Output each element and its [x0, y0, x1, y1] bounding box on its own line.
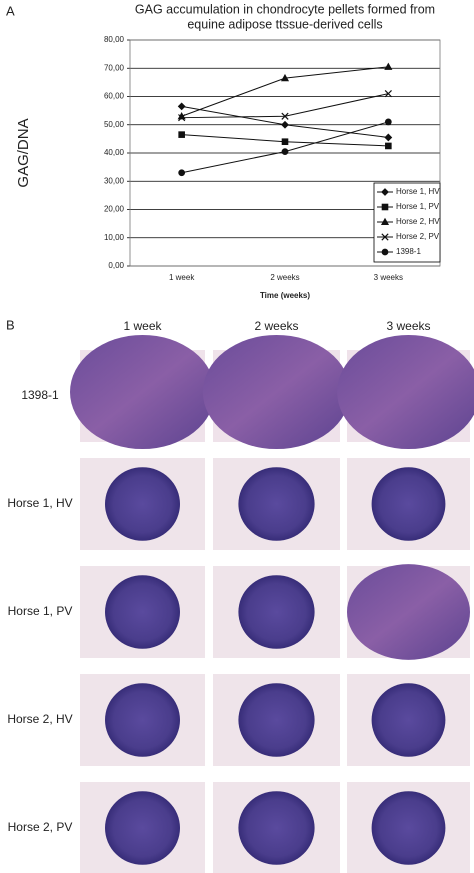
- row-label: 1398-1: [21, 388, 59, 402]
- chart-title: GAG accumulation in chondrocyte pellets …: [135, 2, 435, 16]
- pellet: [371, 467, 446, 541]
- pellet: [105, 575, 180, 649]
- pellet: [371, 791, 446, 865]
- legend-label: Horse 1, PV: [396, 202, 440, 211]
- marker: [385, 142, 392, 150]
- marker: [281, 120, 289, 129]
- panel-label: A: [6, 3, 15, 18]
- y-tick-label: 10,00: [104, 233, 125, 242]
- row-label: Horse 1, PV: [8, 604, 73, 618]
- marker: [381, 248, 389, 256]
- pellet: [371, 683, 446, 757]
- series-line: [181, 93, 389, 119]
- marker: [381, 233, 389, 241]
- marker: [178, 114, 186, 122]
- column-header: 2 weeks: [254, 319, 298, 333]
- marker: [280, 73, 290, 82]
- marker: [381, 203, 389, 211]
- row-label: Horse 2, PV: [8, 820, 73, 834]
- plot-frame: [129, 39, 441, 267]
- pellet: [105, 467, 180, 541]
- x-tick-label: 1 week: [169, 273, 195, 282]
- y-tick-label: 30,00: [104, 176, 125, 185]
- x-tick-label: 2 weeks: [270, 273, 299, 282]
- marker: [381, 188, 389, 196]
- pellet: [238, 683, 315, 757]
- marker: [380, 217, 390, 226]
- chart-title: equine adipose ttssue-derived cells: [187, 17, 382, 31]
- y-tick-label: 0,00: [108, 261, 124, 270]
- marker: [281, 148, 289, 155]
- x-tick-label: 3 weeks: [374, 273, 403, 282]
- row-label: Horse 2, HV: [7, 712, 72, 726]
- column-header: 1 week: [123, 319, 162, 333]
- y-tick-label: 60,00: [104, 92, 125, 101]
- pellet: [238, 791, 315, 865]
- pellet: [347, 564, 470, 660]
- legend-label: Horse 2, HV: [396, 217, 440, 226]
- y-axis-label: GAG/DNA: [15, 118, 32, 187]
- marker: [178, 169, 186, 177]
- y-tick-label: 40,00: [104, 148, 125, 157]
- marker: [178, 131, 185, 138]
- marker: [281, 138, 289, 145]
- panel-label: B: [6, 317, 15, 332]
- tissue-section: [337, 334, 474, 450]
- marker: [177, 102, 186, 111]
- tissue-section: [202, 334, 351, 450]
- marker: [384, 90, 392, 98]
- legend-label: Horse 2, PV: [396, 232, 440, 241]
- marker: [384, 133, 393, 142]
- row-label: Horse 1, HV: [7, 496, 72, 510]
- pellet: [105, 683, 180, 757]
- pellet: [105, 791, 180, 865]
- column-header: 3 weeks: [386, 319, 430, 333]
- y-tick-label: 20,00: [104, 205, 125, 214]
- tissue-section: [70, 334, 215, 450]
- pellet: [238, 575, 315, 649]
- x-axis-label: Time (weeks): [260, 291, 310, 300]
- y-tick-label: 80,00: [104, 35, 125, 44]
- pellet: [238, 467, 315, 541]
- legend-label: Horse 1, HV: [396, 187, 440, 196]
- marker: [281, 112, 289, 120]
- marker: [384, 118, 392, 126]
- marker: [384, 62, 393, 70]
- y-tick-label: 70,00: [104, 63, 125, 72]
- y-tick-label: 50,00: [104, 120, 125, 129]
- legend-label: 1398-1: [396, 247, 421, 256]
- series-line: [181, 121, 389, 174]
